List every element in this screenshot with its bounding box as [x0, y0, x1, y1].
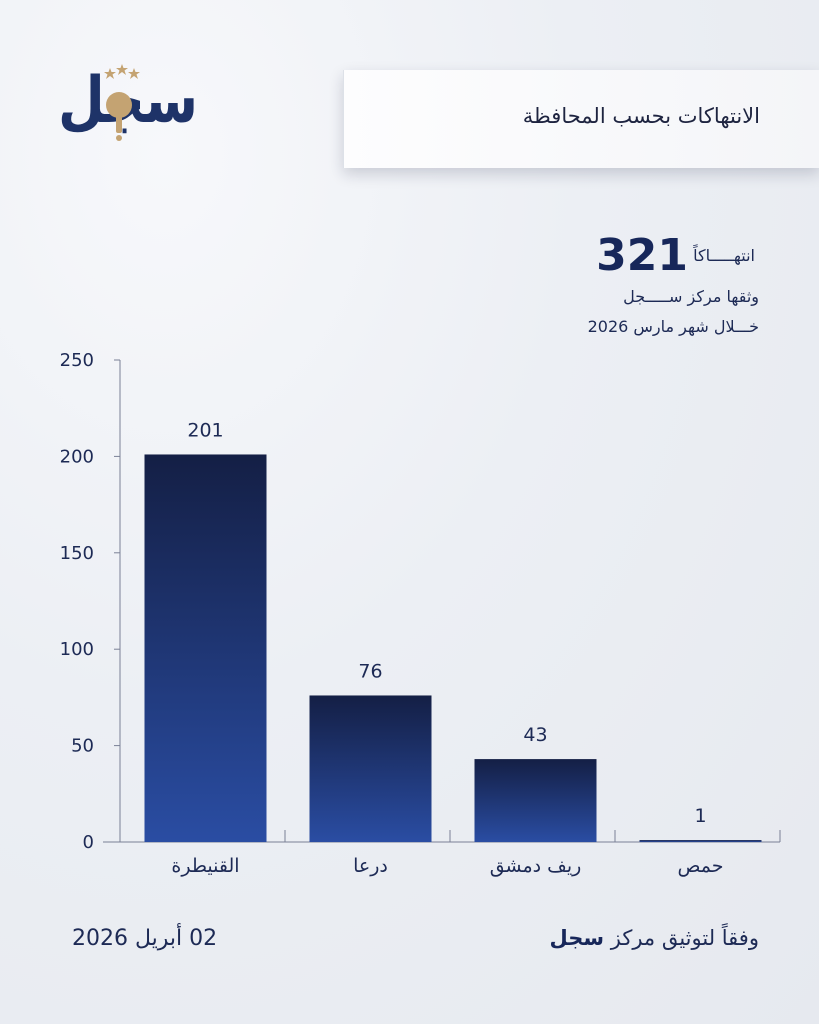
- footer-credit-prefix: وفقاً لتوثيق مركز: [610, 926, 759, 950]
- footer-credit: وفقاً لتوثيق مركز سجل: [550, 926, 759, 950]
- title-banner: الانتهاكات بحسب المحافظة: [343, 70, 819, 168]
- y-tick-label: 150: [60, 543, 94, 564]
- bar: [639, 840, 762, 842]
- x-tick-label: ريف دمشق: [490, 855, 582, 877]
- logo-stars: [104, 64, 140, 79]
- data-label: 201: [187, 419, 223, 441]
- summary-total-word: انتهـــــاكاً: [693, 246, 755, 265]
- y-tick-label: 100: [60, 639, 94, 660]
- bar: [144, 454, 267, 842]
- y-tick-label: 50: [71, 736, 94, 757]
- data-label: 1: [694, 805, 706, 827]
- y-tick-label: 0: [83, 832, 94, 853]
- y-tick-label: 200: [60, 446, 94, 467]
- logo-lens-icon: [106, 92, 132, 118]
- summary-line-2: وثقها مركز ســـــجل: [623, 287, 759, 306]
- bar: [474, 759, 597, 842]
- summary-block: انتهـــــاكاً 321 وثقها مركز ســـــجل خـ…: [588, 230, 759, 341]
- data-label: 43: [523, 724, 547, 746]
- bar: [309, 695, 432, 842]
- y-tick-label: 250: [60, 350, 94, 371]
- x-tick-label: حمص: [677, 855, 723, 877]
- footer-date: 02 أبريل 2026: [72, 926, 218, 951]
- summary-line-3: خـــلال شهر مارس 2026: [587, 317, 759, 336]
- x-tick-label: القنيطرة: [171, 855, 239, 877]
- summary-total: 321: [596, 230, 688, 281]
- data-label: 76: [358, 660, 382, 682]
- sejel-logo: سجل: [58, 64, 198, 141]
- page-title: الانتهاكات بحسب المحافظة: [522, 104, 760, 128]
- x-tick-label: درعا: [353, 855, 388, 877]
- footer-credit-name: سجل: [549, 926, 605, 950]
